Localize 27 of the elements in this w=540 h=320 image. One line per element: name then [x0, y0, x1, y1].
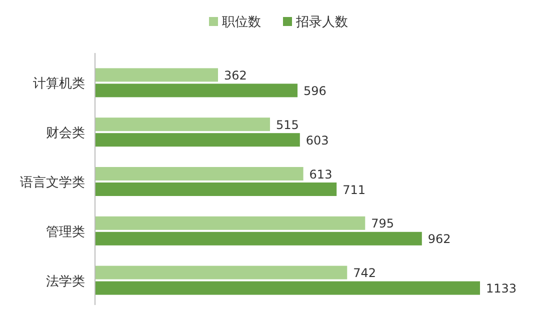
bar: [95, 118, 270, 132]
bar: [95, 216, 366, 230]
data-label: 742: [353, 266, 376, 280]
data-label: 962: [428, 232, 451, 246]
legend-label: 职位数: [222, 15, 261, 30]
data-label: 596: [304, 84, 326, 98]
data-label: 603: [306, 133, 329, 148]
data-label: 711: [342, 182, 366, 197]
legend-label: 招录人数: [295, 15, 348, 30]
data-label: 1133: [486, 282, 517, 296]
y-tick-label: 财会类: [46, 126, 85, 142]
y-tick-label: 管理类: [46, 224, 85, 240]
bar: [95, 232, 422, 246]
data-label: 795: [371, 216, 394, 231]
bar: [95, 133, 300, 147]
data-label: 362: [224, 68, 247, 82]
bar: [95, 84, 298, 98]
y-tick-label: 计算机类: [33, 76, 85, 92]
bar: [95, 167, 304, 180]
y-tick-label: 语言文学类: [20, 174, 85, 190]
bar: [95, 281, 480, 295]
bar: [95, 182, 337, 196]
data-label: 613: [309, 167, 332, 182]
bar: [95, 266, 348, 280]
y-tick-label: 法学类: [46, 274, 85, 290]
bar: [95, 68, 218, 82]
data-label: 515: [276, 118, 299, 132]
